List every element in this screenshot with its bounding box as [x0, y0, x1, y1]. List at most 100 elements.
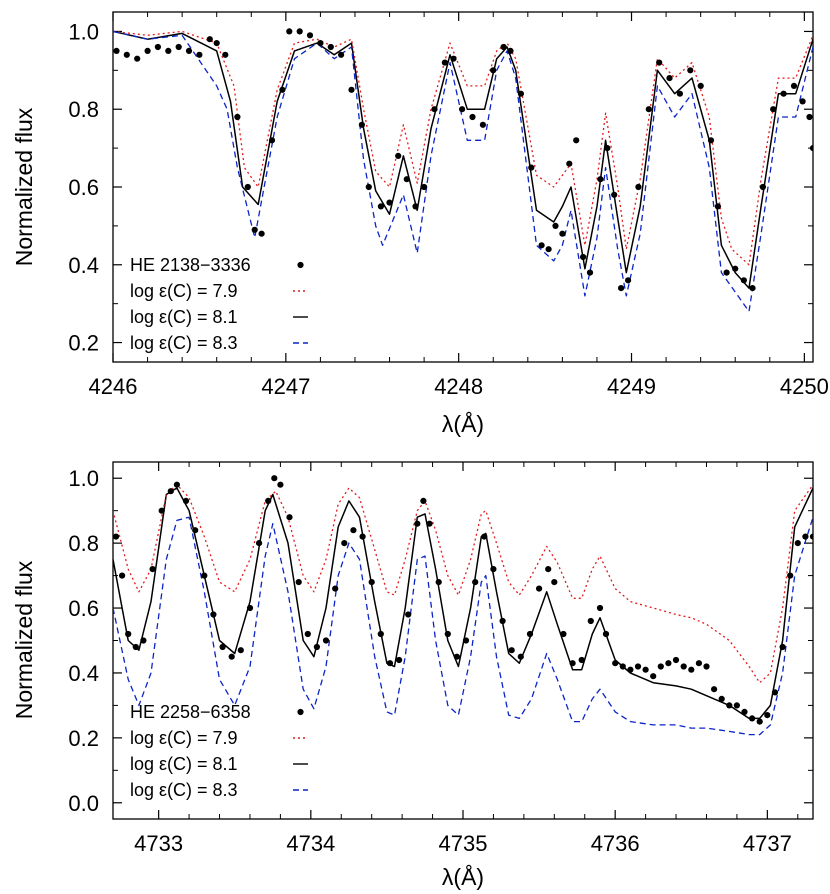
data-point: [403, 176, 410, 183]
data-point: [771, 689, 779, 696]
x-tick-label: 4247: [261, 374, 310, 399]
data-point: [365, 183, 372, 191]
series-line-dashed: [113, 30, 813, 313]
data-point: [619, 663, 626, 670]
data-point: [650, 673, 657, 680]
data-point: [206, 36, 213, 43]
data-point: [604, 145, 611, 152]
data-point: [268, 137, 276, 144]
x-tick-label: 4734: [286, 831, 335, 856]
data-point: [508, 647, 515, 654]
data-point: [551, 579, 558, 586]
data-point: [749, 715, 756, 722]
data-point: [587, 617, 594, 625]
data-point: [741, 708, 748, 716]
data-point: [317, 40, 324, 47]
data-point: [569, 660, 576, 667]
x-tick-label: 4735: [439, 831, 488, 856]
x-tick-label: 4736: [591, 831, 640, 856]
data-point: [586, 269, 594, 276]
tick-labels: 4246 4247 4248 4249 4250 0.2 0.4 0.6 0.8 1.0: [68, 19, 828, 399]
data-point: [711, 686, 718, 693]
x-axis-label: λ(Å): [442, 410, 484, 437]
series-lines: [113, 30, 813, 313]
data-point: [809, 533, 813, 540]
data-point: [596, 604, 604, 612]
y-tick-label: 0.0: [68, 791, 99, 816]
data-point: [764, 712, 771, 719]
data-point: [718, 695, 725, 703]
data-point: [790, 82, 798, 89]
data-point: [726, 702, 733, 709]
data-point: [132, 643, 139, 651]
data-point: [787, 572, 794, 579]
data-point: [377, 203, 384, 210]
data-point: [158, 507, 165, 514]
axis-ticks: [113, 462, 813, 819]
axis-ticks: [112, 12, 813, 362]
data-point: [490, 566, 497, 573]
data-point: [123, 51, 130, 58]
panel-bottom: 4733 4734 4735 4736 4737 0.0 0.2 0.4 0.6 0.8 1.0 H…: [11, 461, 814, 890]
data-point: [421, 183, 428, 191]
data-point: [444, 630, 451, 638]
data-point: [244, 183, 251, 191]
data-point: [134, 55, 141, 62]
data-point: [536, 585, 543, 592]
data-point: [144, 47, 151, 55]
data-point: [688, 666, 695, 673]
data-point: [695, 660, 703, 667]
data-point: [759, 183, 767, 191]
data-point: [435, 579, 442, 586]
data-point: [167, 488, 174, 495]
data-point: [306, 32, 314, 39]
y-tick-label: 1.0: [68, 466, 99, 491]
legend-label: log ε(C) = 8.1: [130, 307, 238, 327]
data-point: [645, 106, 652, 113]
data-point: [154, 43, 161, 51]
legend-marker: [297, 708, 304, 716]
legend-marker: [297, 261, 304, 269]
data-point: [386, 199, 393, 206]
data-point: [182, 497, 190, 504]
data-point: [573, 137, 580, 144]
data-point: [479, 121, 486, 128]
data-point: [192, 527, 199, 534]
data-point: [113, 533, 120, 540]
data-point: [296, 28, 303, 35]
data-point: [286, 514, 293, 521]
data-point: [597, 176, 604, 183]
data-point: [714, 203, 722, 210]
data-point: [286, 28, 293, 35]
data-point: [545, 246, 552, 253]
data-point: [545, 566, 552, 573]
data-point: [119, 572, 126, 579]
data-point: [405, 611, 412, 618]
legend-label: log ε(C) = 8.1: [130, 754, 238, 774]
data-point: [338, 51, 345, 58]
series-line-dotted: [113, 484, 813, 684]
data-point: [256, 540, 263, 547]
data-point: [234, 113, 241, 121]
data-point: [507, 47, 514, 55]
series-line-dashed: [113, 516, 813, 736]
data-point: [459, 106, 466, 113]
data-point: [723, 269, 730, 276]
data-point: [779, 643, 786, 651]
y-tick-label: 0.2: [68, 726, 99, 751]
data-point: [441, 59, 448, 66]
data-point: [377, 630, 384, 638]
data-point: [453, 653, 460, 660]
data-point: [538, 242, 545, 249]
data-point: [657, 663, 664, 670]
panel-top: 4246 4247 4248 4249 4250 0.2 0.4 0.6 0.8 1.0 HE 2…: [11, 11, 829, 437]
data-point: [251, 226, 258, 233]
y-tick-label: 0.4: [68, 661, 99, 686]
data-point: [517, 653, 524, 660]
legend-label: log ε(C) = 8.3: [130, 780, 238, 800]
data-point: [341, 540, 348, 547]
data-point: [733, 702, 741, 709]
data-point: [185, 47, 193, 55]
data-point: [580, 253, 587, 261]
data-point: [635, 183, 642, 191]
